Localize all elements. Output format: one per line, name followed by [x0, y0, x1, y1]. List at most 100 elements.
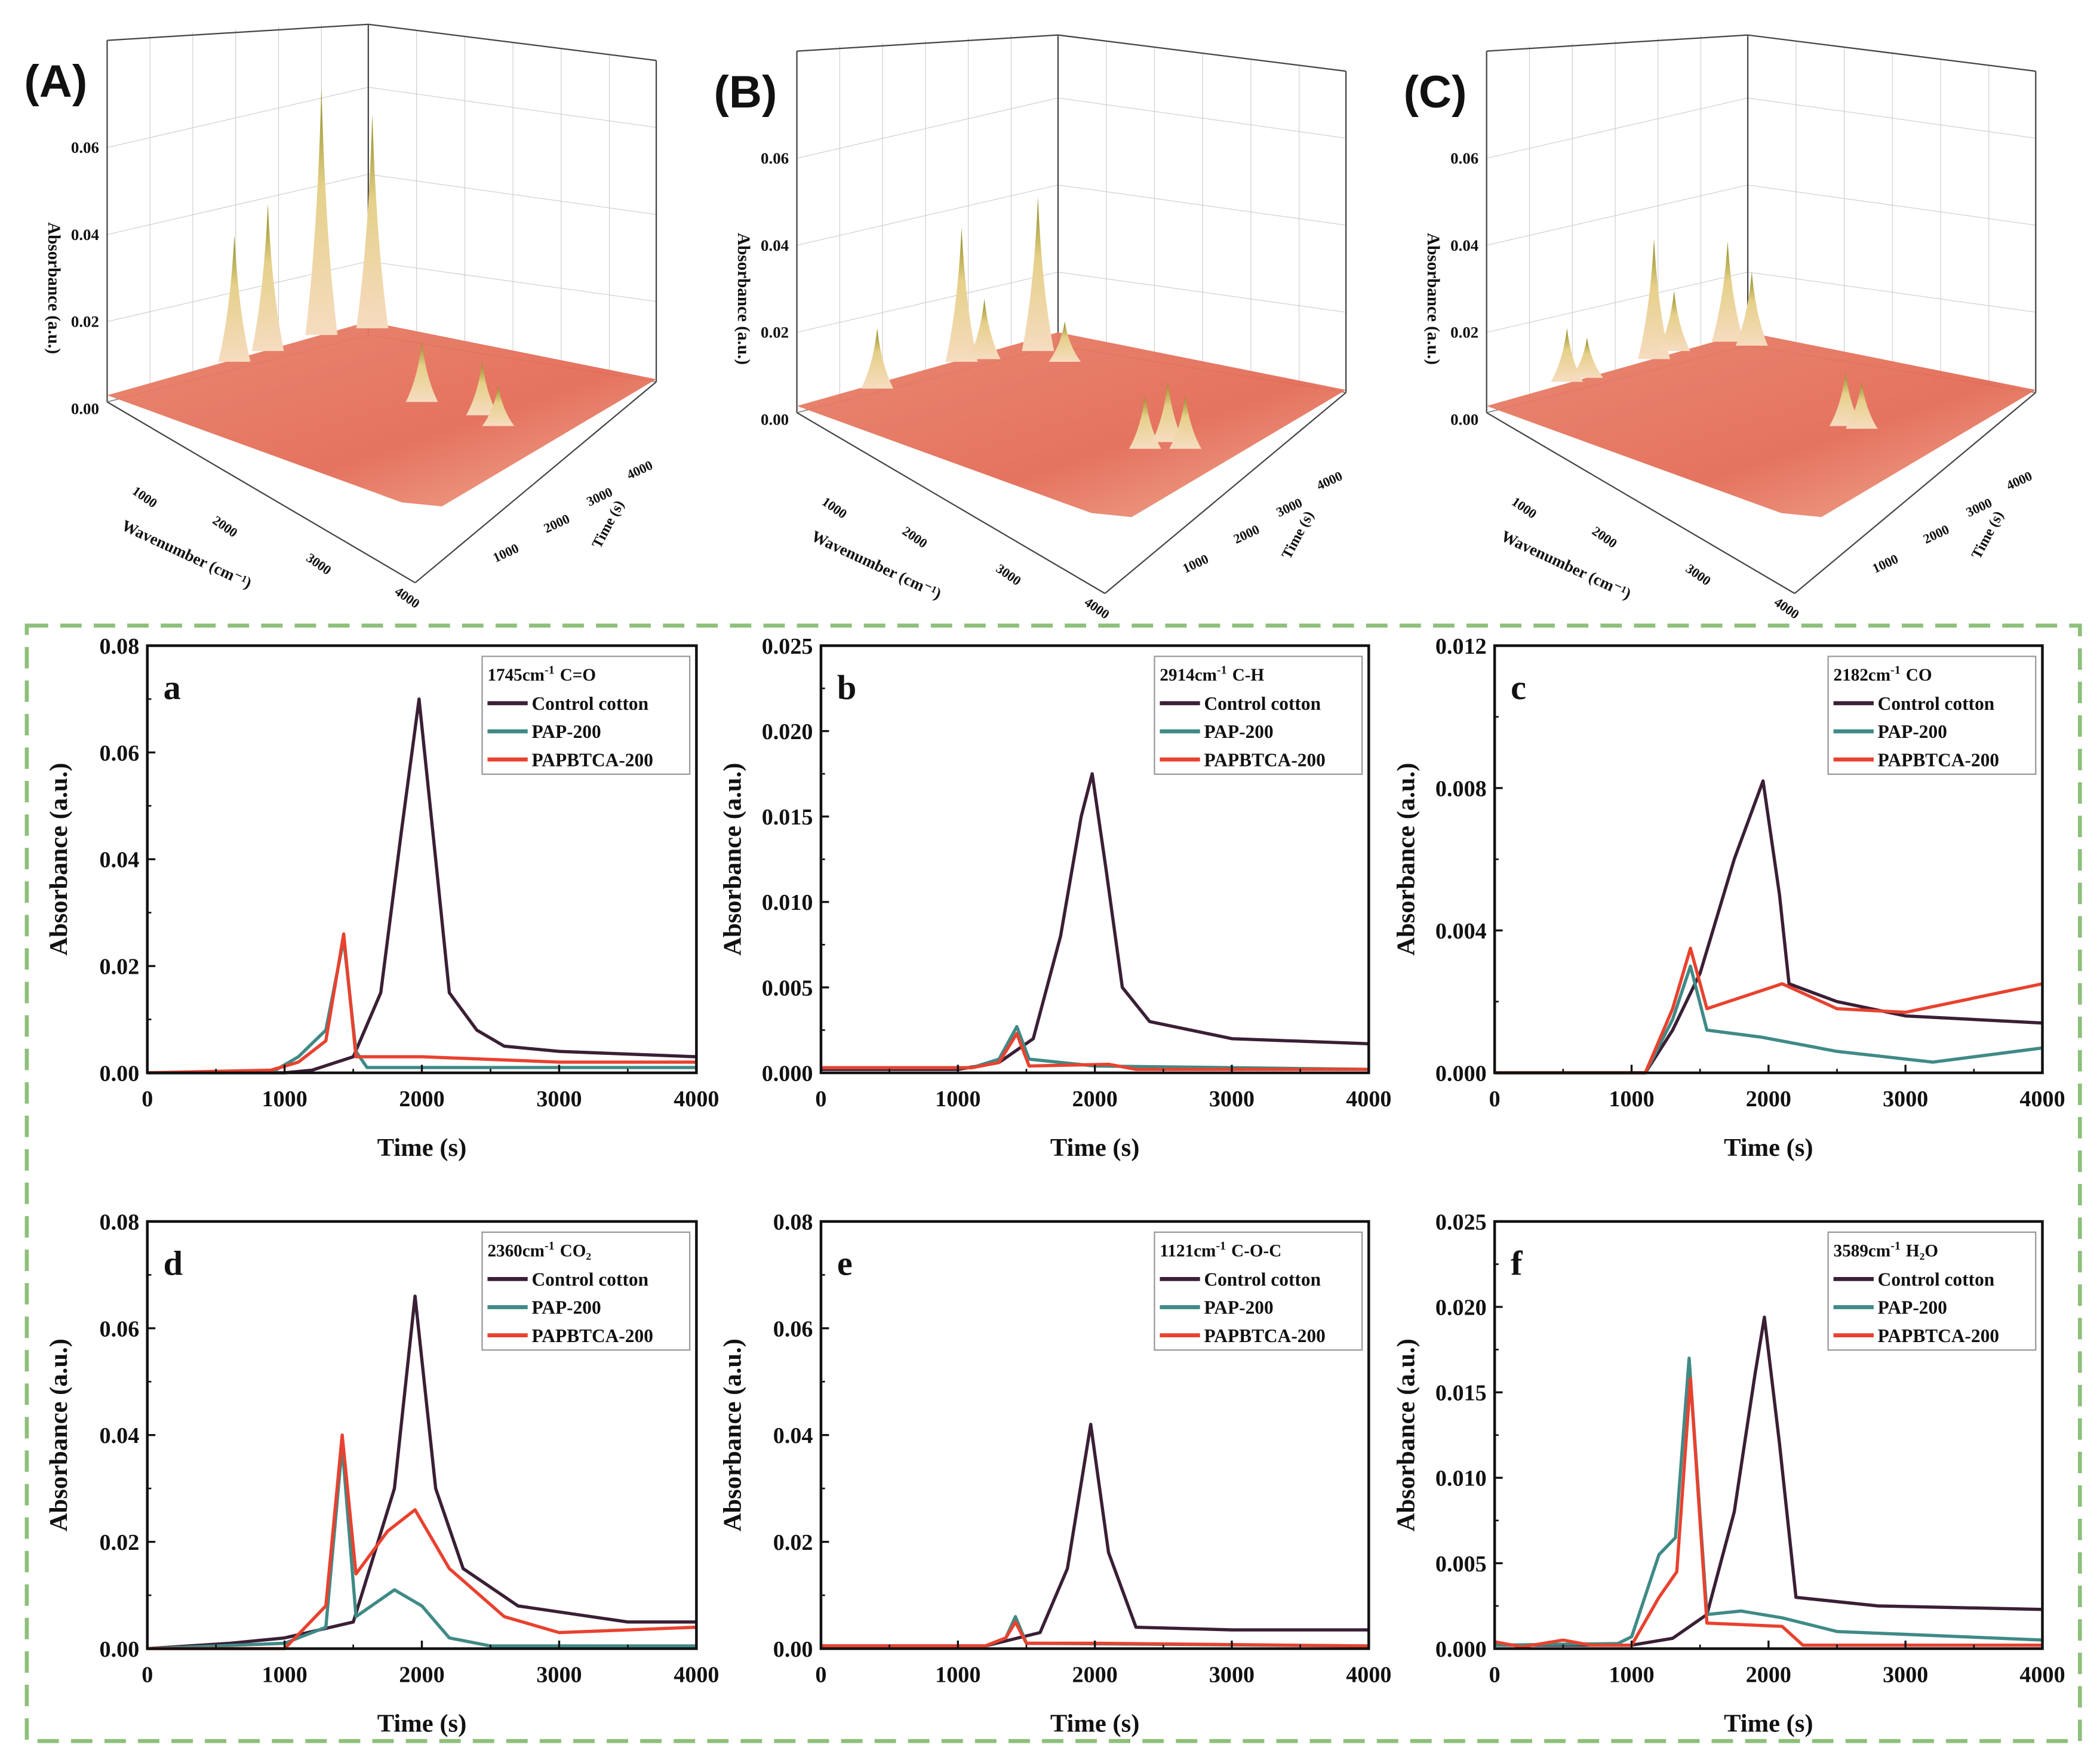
- y-tick-label: 0.00: [773, 1637, 813, 1662]
- z-tick-label: 0.06: [71, 139, 99, 156]
- x-tick-label: 2000: [399, 1087, 444, 1112]
- z-tick-label: 0.02: [761, 324, 789, 341]
- y-tick-label: 0.020: [1435, 1296, 1487, 1321]
- y-tick-label: 0.015: [762, 805, 813, 830]
- x-tick-label: 1000: [1609, 1663, 1654, 1688]
- y-axis-label: Absorbance (a.u.): [1392, 763, 1421, 956]
- x-tick-label: 4000: [392, 584, 423, 611]
- absorbance-peak: [1169, 395, 1201, 449]
- legend-box: [1827, 1231, 2037, 1351]
- x-tick-label: 2000: [1746, 1087, 1791, 1112]
- legend-group: C-H: [1232, 666, 1265, 685]
- grid-line: [368, 87, 657, 128]
- grid-line: [797, 272, 1059, 333]
- z-tick-label: 0.00: [1450, 410, 1478, 428]
- x-tick-label: 4000: [2019, 1663, 2065, 1688]
- x-tick-label: 3000: [1683, 561, 1714, 588]
- legend-title: 2914cm-1 C-H: [1160, 664, 1264, 685]
- legend-label-papbtca: PAPBTCA-200: [531, 749, 653, 770]
- legend-wavenumber: 1745cm: [487, 666, 545, 685]
- y-tick-label: 2000: [1921, 522, 1951, 547]
- legend-label-pap: PAP-200: [1878, 1297, 1947, 1318]
- y-tick-label: 1000: [490, 540, 521, 565]
- series-line-papbtca: [147, 1433, 697, 1651]
- z-tick-label: 0.00: [761, 410, 789, 428]
- y-tick-label: 4000: [2004, 468, 2034, 493]
- grid-line: [1748, 97, 2036, 139]
- y-tick-label: 2000: [542, 511, 572, 536]
- y-tick-label: 0.04: [100, 1423, 140, 1448]
- x-tick-label: 2000: [1072, 1663, 1118, 1688]
- y-tick-label: 0.004: [1435, 919, 1487, 944]
- legend-title: 1745cm-1 C=O: [487, 664, 596, 685]
- z-tick-label: 0.02: [1450, 324, 1478, 341]
- absorbance-surface: [797, 332, 1346, 518]
- grid-line: [797, 97, 1059, 159]
- y-tick-label: 1000: [1180, 551, 1211, 576]
- x-tick-label: 3000: [304, 550, 334, 578]
- legend-unit-superscript: -1: [1890, 664, 1901, 677]
- grid-line: [797, 184, 1059, 246]
- legend-unit-superscript: -1: [1890, 1239, 1901, 1253]
- x-tick-label: 0: [815, 1087, 826, 1112]
- y-tick-label: 0.005: [762, 976, 813, 1001]
- x-tick-label: 2000: [210, 513, 241, 540]
- y-tick-label: 0.000: [762, 1061, 813, 1086]
- x-axis-label: Time (s): [1050, 1710, 1140, 1738]
- absorbance-peak: [1551, 328, 1584, 382]
- x-tick-label: 4000: [1772, 595, 1802, 622]
- y-tick-label: 0.06: [100, 1316, 140, 1341]
- series-line-pap: [147, 1444, 697, 1651]
- absorbance-peak: [482, 386, 515, 426]
- absorbance-peak: [1022, 197, 1054, 352]
- y-tick-label: 0.020: [762, 719, 813, 744]
- y-tick-label: 1000: [1870, 551, 1901, 576]
- x-tick-label: 2000: [1072, 1087, 1118, 1112]
- x-tick-label: 4000: [674, 1663, 719, 1688]
- legend-unit-superscript: -1: [1216, 1239, 1226, 1253]
- z-axis-label: Absorbance (a.u.): [734, 233, 753, 365]
- absorbance-peak: [968, 299, 1001, 359]
- panel-letter: d: [164, 1244, 183, 1283]
- y-axis-label: Absorbance (a.u.): [718, 763, 746, 956]
- y-tick-label: 0.025: [1435, 1210, 1487, 1235]
- box-edge: [797, 34, 1059, 52]
- absorbance-peak: [251, 204, 284, 352]
- panel-label: (B): [714, 67, 777, 118]
- legend-wavenumber: 2914cm: [1160, 666, 1217, 685]
- box-edge: [414, 381, 657, 583]
- absorbance-peak: [1845, 381, 1878, 429]
- z-tick-label: 0.02: [71, 313, 99, 331]
- x-tick-label: 1000: [935, 1663, 980, 1688]
- z-axis-label: Absorbance (a.u.): [1423, 233, 1443, 365]
- legend-label-control: Control cotton: [1878, 1269, 1995, 1290]
- x-axis-label: Time (s): [1050, 1134, 1140, 1162]
- legend-label-pap: PAP-200: [531, 1297, 601, 1318]
- legend-box: [481, 656, 691, 775]
- box-edge: [797, 412, 1106, 594]
- box-edge: [1486, 34, 1748, 52]
- y-tick-label: 0.00: [100, 1061, 140, 1086]
- grid-line: [107, 87, 368, 148]
- legend-label-papbtca: PAPBTCA-200: [1204, 1325, 1325, 1346]
- x-tick-label: 3000: [536, 1663, 582, 1688]
- grid-line: [1748, 272, 2036, 313]
- legend-label-control: Control cotton: [1204, 693, 1321, 714]
- y-tick-label: 0.005: [1435, 1552, 1487, 1577]
- grid-line: [1486, 184, 1748, 246]
- chart-panel-f: 0 1000 2000 3000 4000 0.000 0.005 0.010 0.015 0.0…: [1392, 1210, 2065, 1737]
- box-edge: [107, 23, 368, 41]
- x-tick-label: 0: [1489, 1087, 1501, 1112]
- y-tick-label: 0.08: [773, 1210, 813, 1235]
- absorbance-peak: [1711, 241, 1744, 342]
- legend-label-control: Control cotton: [531, 693, 648, 714]
- x-tick-label: 1000: [1609, 1087, 1654, 1112]
- y-tick-label: 0.012: [1435, 634, 1487, 659]
- panel-label: (C): [1404, 67, 1467, 118]
- y-tick-label: 0.08: [100, 634, 140, 659]
- legend-unit-superscript: -1: [545, 664, 555, 677]
- x-tick-label: 4000: [2019, 1087, 2065, 1112]
- x-tick-label: 0: [815, 1663, 826, 1688]
- x-tick-label: 4000: [1082, 595, 1112, 622]
- grid-line: [107, 174, 368, 235]
